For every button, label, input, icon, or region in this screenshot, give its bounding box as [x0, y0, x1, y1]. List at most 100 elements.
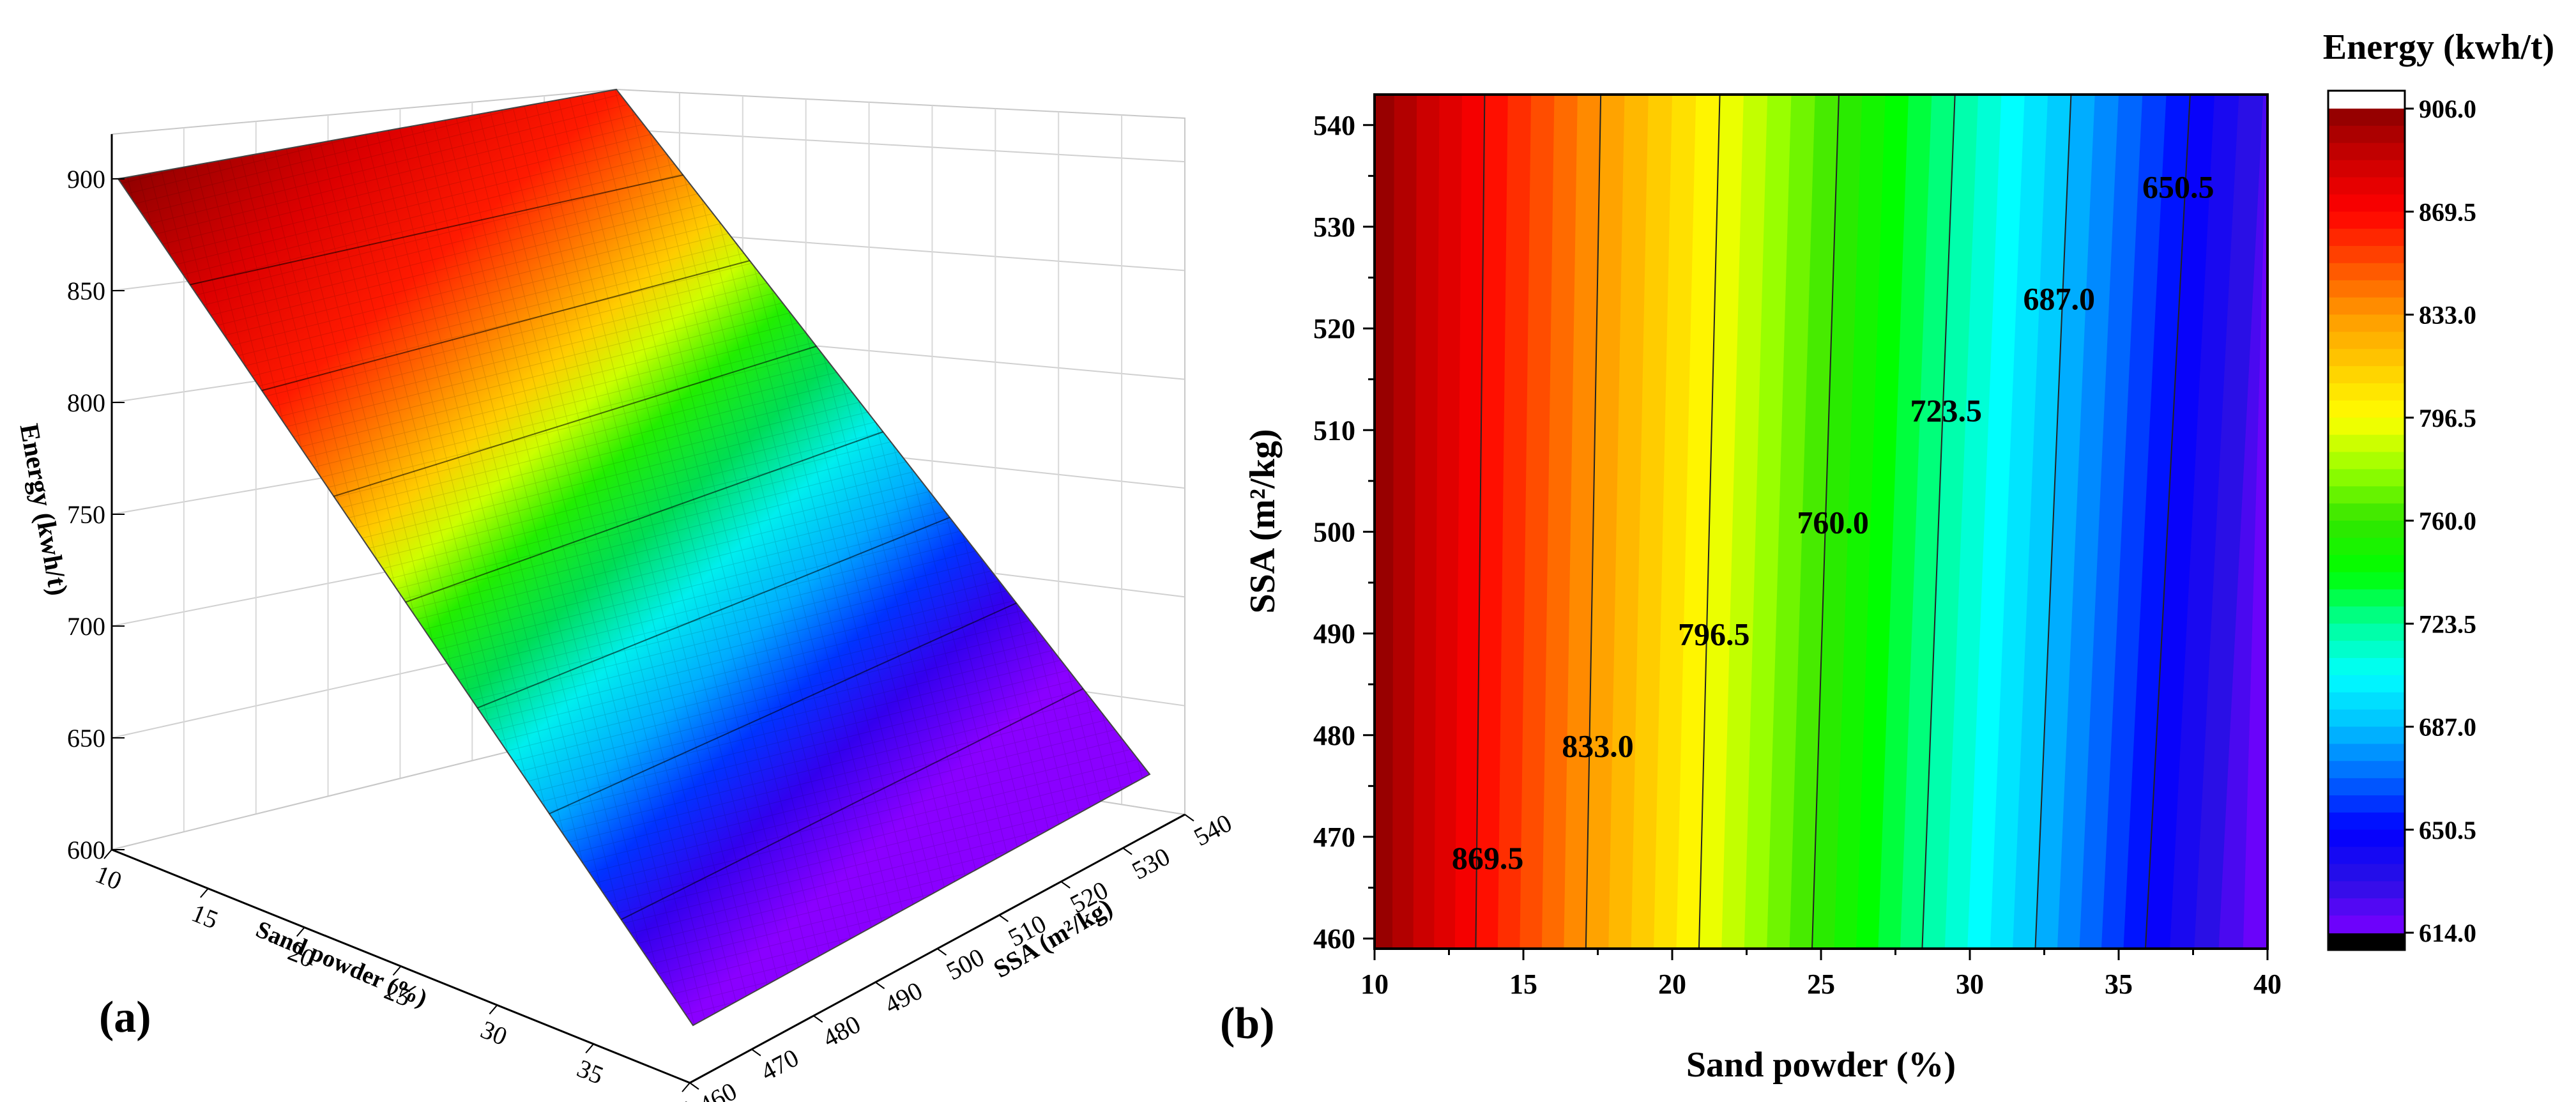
panel-b-label: (b) — [1220, 999, 1275, 1048]
contour-panel: 869.5 833.0 796.5 760.0 723.5 687.0 650.5 10 15… — [1220, 27, 2554, 1085]
x-tick-mark — [585, 1043, 594, 1053]
contour-line — [1811, 94, 1840, 949]
colorbar-segment — [2328, 486, 2405, 505]
colorbar-segment — [2328, 142, 2405, 161]
z-tick-label: 750 — [67, 500, 105, 529]
contour-band — [1654, 95, 1697, 949]
y-tick-label: 500 — [941, 942, 989, 986]
colorbar-segment — [2328, 177, 2405, 195]
colorbar-segment — [2328, 778, 2405, 796]
colorbar-segment — [2328, 829, 2405, 848]
colorbar-segment — [2328, 109, 2405, 126]
surface-iso-line — [477, 517, 950, 709]
colorbar-underflow — [2328, 933, 2405, 950]
y-tick-label: 530 — [1127, 842, 1175, 885]
x-tick-label: 30 — [476, 1014, 511, 1051]
colorbar-segment — [2328, 881, 2405, 899]
wall-gridline — [616, 128, 1185, 163]
x-tick-label: 35 — [2105, 968, 2133, 1000]
y-tick-label: 470 — [756, 1043, 803, 1087]
contour-band — [1585, 95, 1626, 949]
x-tick-label: 15 — [188, 898, 222, 935]
colorbar-segment — [2328, 366, 2405, 384]
colorbar-segment — [2328, 434, 2405, 453]
colorbar-segment — [2328, 452, 2405, 470]
y-tick-mark — [936, 948, 947, 956]
colorbar-segment — [2328, 709, 2405, 728]
colorbar-tick-label: 869.5 — [2419, 197, 2476, 226]
x-tick-mark — [682, 1082, 690, 1092]
x-tick-mark — [296, 927, 305, 937]
contour-band — [2194, 95, 2264, 949]
z-tick-label: 650 — [67, 724, 105, 753]
colorbar-segment — [2328, 400, 2405, 418]
colorbar-tick-label: 906.0 — [2419, 95, 2476, 123]
contour-band — [2123, 95, 2191, 949]
contour-band — [1520, 95, 1555, 949]
x-tick-label: 35 — [573, 1053, 607, 1090]
contour-label: 687.0 — [2023, 280, 2096, 316]
contour-band — [1413, 95, 1441, 949]
contour-band — [1900, 95, 1956, 949]
x-tick-label: 40 — [2253, 968, 2282, 1000]
colorbar — [2328, 91, 2405, 950]
colorbar-segment — [2328, 726, 2405, 745]
colorbar-overflow — [2328, 91, 2405, 109]
y-axis-label: SSA (m²/kg) — [1243, 429, 1283, 613]
contour-label: 650.5 — [2142, 169, 2214, 204]
colorbar-segment — [2328, 589, 2405, 608]
colorbar-segment — [2328, 160, 2405, 178]
colorbar-segment — [2328, 624, 2405, 642]
colorbar-tick-label: 650.5 — [2419, 816, 2476, 845]
contour-band — [1789, 95, 1840, 949]
colorbar-segment — [2328, 417, 2405, 436]
colorbar-segment — [2328, 263, 2405, 281]
y-tick-label: 480 — [1313, 720, 1355, 751]
contour-band — [1744, 95, 1792, 949]
contour-line — [1698, 94, 1721, 949]
contour-bands — [1375, 95, 2269, 949]
contour-line — [2034, 94, 2072, 949]
contour-line — [1475, 94, 1486, 949]
contour-band — [2243, 95, 2269, 949]
colorbar-title: Energy (kwh/t) — [2323, 27, 2554, 67]
y-tick-label: 540 — [1313, 110, 1355, 141]
contour-band — [1834, 95, 1887, 949]
colorbar-segment — [2328, 795, 2405, 813]
z-tick-label: 800 — [67, 388, 105, 417]
x-tick-mark — [200, 888, 209, 898]
contour-label: 796.5 — [1678, 616, 1750, 652]
contour-band — [1721, 95, 1769, 949]
contour-band — [2145, 95, 2216, 949]
z-tick-label: 850 — [67, 277, 105, 305]
contour-band — [1392, 95, 1418, 949]
colorbar-segment — [2328, 229, 2405, 247]
x-tick-mark — [489, 1004, 498, 1014]
colorbar-tick-label: 614.0 — [2419, 919, 2476, 947]
contour-band — [1856, 95, 1910, 949]
surface-contour-lines — [190, 174, 1084, 921]
panel-a-label: (a) — [99, 993, 151, 1042]
z-tick-label: 600 — [67, 836, 105, 864]
contour-band — [1878, 95, 1933, 949]
colorbar-tick-label: 687.0 — [2419, 713, 2476, 742]
surface-mesh — [118, 89, 1150, 1025]
x-tick-mark — [103, 849, 112, 859]
contour-band — [1676, 95, 1721, 949]
x-tick-label: 10 — [91, 859, 126, 896]
colorbar-segment — [2328, 521, 2405, 539]
contour-line — [1921, 94, 1956, 949]
colorbar-segment — [2328, 606, 2405, 625]
contour-band — [1434, 95, 1463, 949]
x-tick-label: 25 — [1807, 968, 1835, 1000]
y-tick-mark — [751, 1048, 761, 1057]
colorbar-segment — [2328, 846, 2405, 865]
contour-band — [2057, 95, 2120, 949]
z-tick-label: 900 — [67, 165, 105, 194]
contour-band — [1812, 95, 1863, 949]
contour-label: 760.0 — [1797, 505, 1869, 540]
contour-line — [2144, 94, 2191, 949]
colorbar-segment — [2328, 383, 2405, 401]
contour-axes: 10 15 20 25 30 35 40 460 470 480 490 500 510 520 530 54… — [1313, 110, 2282, 1000]
